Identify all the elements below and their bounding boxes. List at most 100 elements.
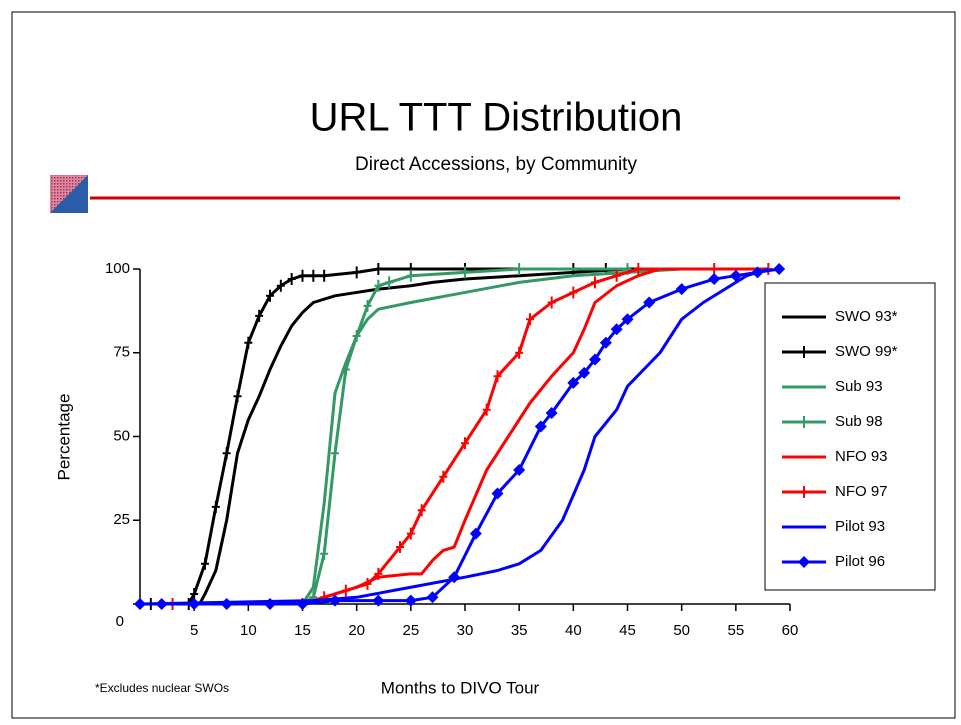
x-axis-title: Months to DIVO Tour	[381, 678, 540, 697]
chart-title: URL TTT Distribution	[310, 96, 683, 140]
point-marker	[798, 556, 810, 568]
legend-label: NFO 97	[835, 483, 888, 500]
point-marker	[320, 269, 329, 282]
point-marker	[287, 273, 296, 286]
y-tick-label: 25	[113, 511, 130, 528]
point-marker	[188, 598, 201, 610]
y-axis-title: Percentage	[54, 394, 73, 481]
legend-label: Sub 93	[835, 378, 883, 395]
point-marker	[222, 447, 231, 460]
x-tick-label: 5	[190, 622, 198, 639]
x-tick-label: 55	[727, 622, 744, 639]
point-marker	[708, 273, 721, 286]
point-marker	[417, 504, 426, 517]
point-marker	[374, 567, 383, 580]
point-marker	[461, 266, 469, 279]
point-marker	[320, 547, 329, 560]
legend-label: Sub 98	[835, 413, 883, 430]
point-marker	[491, 487, 504, 500]
x-tick-label: 20	[348, 622, 365, 639]
legend-label: SWO 93*	[835, 308, 898, 325]
x-tick-label: 45	[619, 622, 636, 639]
point-marker	[599, 336, 612, 349]
icon	[50, 175, 88, 213]
x-tick-label: 50	[673, 622, 690, 639]
legend-label: NFO 93	[835, 448, 888, 465]
point-marker	[448, 571, 461, 584]
series-line	[139, 267, 769, 606]
point-marker	[396, 541, 404, 554]
point-marker	[591, 276, 599, 289]
point-marker	[439, 470, 448, 483]
point-marker	[341, 363, 350, 376]
legend-label: Pilot 93	[835, 518, 885, 535]
point-marker	[515, 346, 524, 359]
point-marker	[404, 594, 417, 607]
point-marker	[493, 370, 502, 383]
point-marker	[374, 263, 383, 275]
point-marker	[547, 296, 556, 309]
point-marker	[352, 266, 361, 279]
point-marker	[134, 598, 146, 610]
point-marker	[800, 346, 808, 358]
legend-label: SWO 99*	[835, 343, 898, 360]
x-tick-label: 10	[240, 622, 257, 639]
x-tick-label: 35	[511, 622, 528, 639]
point-marker	[352, 330, 361, 342]
point-marker	[244, 336, 253, 349]
series-line	[301, 267, 769, 605]
point-marker	[385, 276, 394, 289]
point-marker	[329, 594, 341, 607]
point-marker	[800, 416, 808, 428]
point-marker	[589, 353, 601, 366]
point-marker	[264, 598, 276, 610]
x-tick-label: 15	[294, 622, 311, 639]
point-marker	[374, 279, 383, 292]
point-marker	[610, 323, 623, 336]
point-marker	[621, 313, 634, 326]
point-marker	[612, 269, 621, 282]
point-marker	[211, 500, 220, 513]
legend-box	[764, 282, 936, 591]
series-line	[172, 267, 769, 606]
point-marker	[426, 591, 439, 604]
point-marker	[729, 269, 742, 282]
x-tick-label: 30	[457, 622, 474, 639]
point-marker	[534, 420, 547, 433]
point-marker	[309, 269, 318, 282]
point-marker	[406, 527, 415, 540]
point-marker	[406, 269, 415, 282]
point-marker	[513, 464, 526, 476]
point-marker	[469, 527, 482, 540]
point-marker	[255, 309, 264, 322]
point-marker	[710, 263, 719, 275]
y-tick-label: 0	[116, 613, 124, 630]
series-line	[198, 267, 769, 605]
point-marker	[515, 263, 524, 275]
slide-border	[11, 11, 956, 719]
point-marker	[675, 283, 688, 296]
point-marker	[461, 437, 469, 450]
point-marker	[296, 598, 309, 610]
point-marker	[298, 269, 307, 282]
point-marker	[266, 289, 274, 302]
point-marker	[526, 313, 534, 326]
point-marker	[331, 447, 339, 460]
x-tick-label: 40	[565, 622, 582, 639]
point-marker	[190, 587, 199, 600]
point-marker	[220, 598, 233, 610]
point-marker	[773, 263, 786, 275]
point-marker	[578, 366, 591, 379]
point-marker	[545, 407, 558, 420]
series-line	[140, 267, 780, 606]
point-marker	[634, 263, 643, 275]
chart-subtitle: Direct Accessions, by Community	[355, 154, 637, 175]
point-marker	[363, 577, 372, 590]
y-tick-label: 75	[113, 344, 130, 361]
x-tick-label: 25	[402, 622, 419, 639]
x-tick-label: 60	[782, 622, 799, 639]
point-marker	[341, 584, 350, 597]
point-marker	[751, 266, 764, 279]
point-marker	[482, 403, 491, 416]
